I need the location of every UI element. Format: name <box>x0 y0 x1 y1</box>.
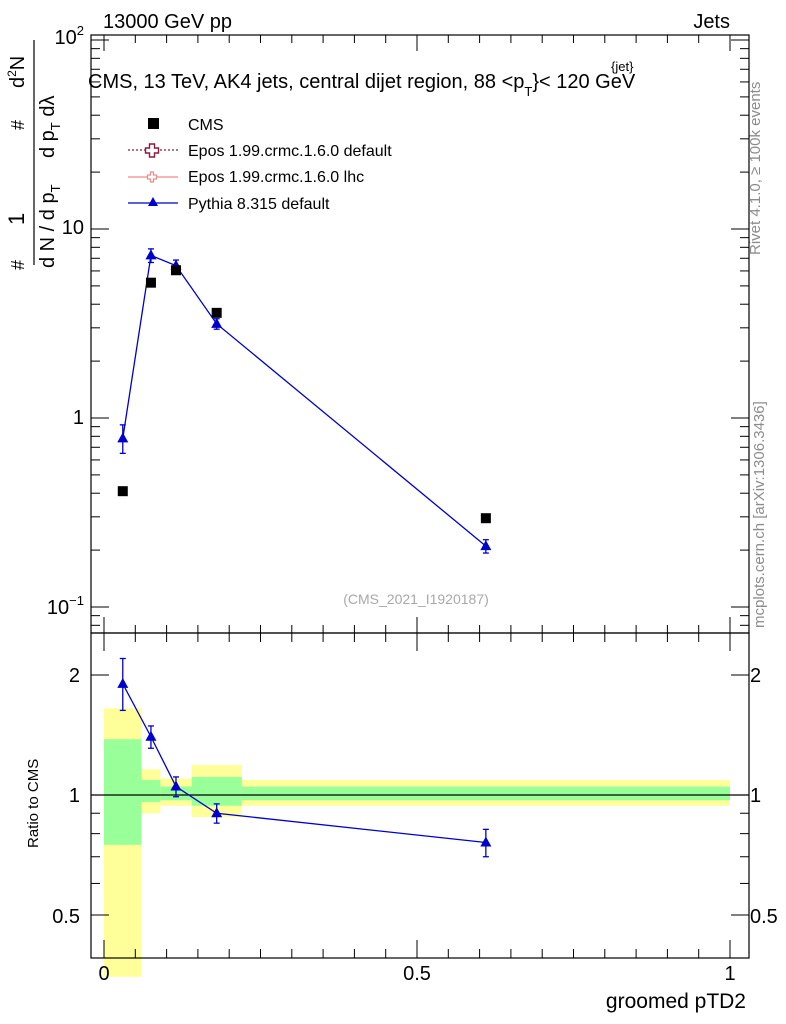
header-collision-label: 13000 GeV pp <box>103 11 232 33</box>
main-y-axis-label: # 1 d N / d pT # d2N d pT dλ <box>4 40 63 270</box>
mcplots-reference-label: mcplots.cern.ch [arXiv:1306.3436] <box>751 401 768 628</box>
ratio-band-green <box>141 780 161 803</box>
ratio-band-green <box>104 739 142 845</box>
y-label-d2N: d2N <box>5 56 29 88</box>
ratio-y-tick-label-1: 1 <box>69 785 80 807</box>
header-observable-label: Jets <box>693 11 730 33</box>
legend-marker-epos-lhc <box>146 171 158 183</box>
pythia-line <box>122 254 487 547</box>
ratio-band-green <box>191 776 242 806</box>
pythia-point <box>480 540 492 551</box>
y-label-hash-1: # <box>8 260 28 270</box>
cms-data-point <box>170 265 181 276</box>
rivet-version-label: Rivet 4.1.0, ≥ 100k events <box>747 82 764 255</box>
ratio-panel: 2 1 0.5 2 1 0.5 0 0.5 1 groomed pTD2 Rat… <box>25 632 778 1013</box>
ratio-pythia-point <box>145 730 157 741</box>
pythia-point <box>211 317 223 328</box>
main-plot-title: CMS, 13 TeV, AK4 jets, central dijet reg… <box>88 71 636 99</box>
y-label-dpT-dlambda: d pT dλ <box>37 96 63 158</box>
y-label-dN-dpT: d N / d pT <box>37 184 63 268</box>
y-label-one: 1 <box>4 213 29 225</box>
legend: CMS Epos 1.99.crmc.1.6.0 default Epos 1.… <box>128 117 392 213</box>
x-axis-title: groomed pTD2 <box>606 990 746 1013</box>
ratio-pythia-point <box>117 677 129 688</box>
pythia-point <box>117 432 129 443</box>
x-tick-label-1: 1 <box>724 963 735 985</box>
ratio-y-tick-label-2: 2 <box>69 665 80 687</box>
main-data-layer <box>117 248 492 554</box>
main-plot-title-superscript: {jet} <box>611 59 634 74</box>
legend-label-pythia: Pythia 8.315 default <box>188 196 330 213</box>
legend-label-epos-default: Epos 1.99.crmc.1.6.0 default <box>188 143 392 160</box>
cms-data-point <box>117 486 128 497</box>
analysis-watermark: (CMS_2021_I1920187) <box>343 591 489 607</box>
ratio-y-tick-label-right-0.5: 0.5 <box>750 906 778 928</box>
legend-label-epos-lhc: Epos 1.99.crmc.1.6.0 lhc <box>188 169 364 186</box>
cms-data-point <box>211 307 222 318</box>
x-tick-label-0: 0 <box>98 963 109 985</box>
ratio-data-layer <box>117 657 492 858</box>
y-tick-label-1: 1 <box>73 407 84 429</box>
ratio-band-green <box>241 786 730 801</box>
main-axis-ticks <box>91 35 749 633</box>
ratio-y-tick-label-0.5: 0.5 <box>52 906 80 928</box>
ratio-pythia-line <box>122 683 486 844</box>
cms-data-point <box>480 513 491 524</box>
ratio-y-axis-title: Ratio to CMS <box>25 759 42 848</box>
legend-label-cms: CMS <box>188 117 224 134</box>
pythia-point <box>145 249 157 260</box>
legend-marker-pythia <box>148 197 158 206</box>
cms-data-point <box>145 277 156 288</box>
ratio-pythia-point <box>480 836 492 847</box>
legend-marker-epos-default <box>144 143 160 158</box>
legend-marker-cms <box>148 118 159 129</box>
y-tick-label-10: 10 <box>62 217 84 239</box>
ratio-y-tick-label-right-1: 1 <box>750 785 761 807</box>
ratio-pythia-point <box>211 807 223 818</box>
ratio-y-tick-label-right-2: 2 <box>750 665 761 687</box>
ratio-axis-ticks <box>91 633 749 958</box>
ratio-uncertainty-bands <box>104 708 730 977</box>
x-tick-label-0.5: 0.5 <box>403 963 431 985</box>
y-label-hash-2: # <box>8 120 28 130</box>
main-panel: CMS, 13 TeV, AK4 jets, central dijet reg… <box>4 23 750 634</box>
y-tick-label-100: 102 <box>55 23 84 49</box>
y-tick-label-0.1: 10−1 <box>47 593 84 619</box>
ratio-pythia-point <box>170 780 182 791</box>
